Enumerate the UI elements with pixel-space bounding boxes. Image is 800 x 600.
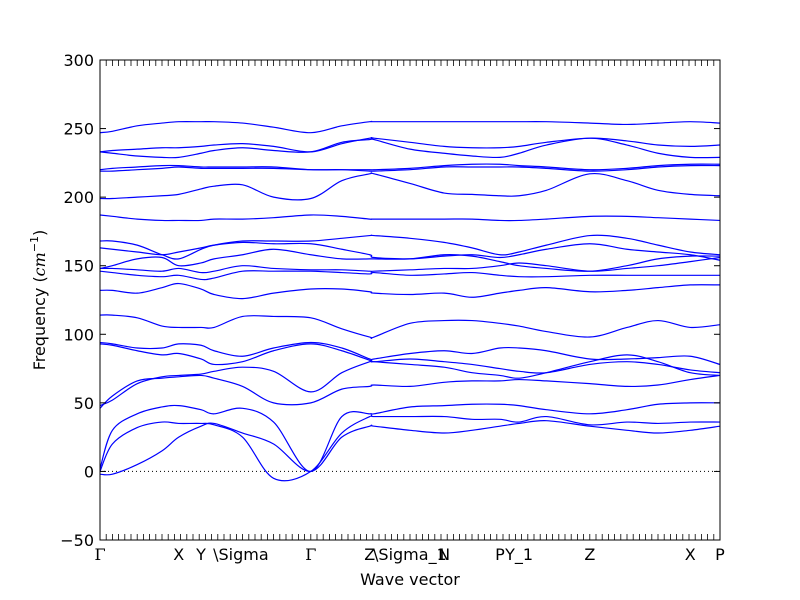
y-tick-label: 200 — [63, 188, 94, 207]
x-tick-label: Y — [195, 545, 206, 564]
phonon-band-3 — [100, 402, 720, 473]
phonon-band-14 — [100, 234, 720, 260]
phonon-band-2 — [100, 414, 720, 482]
y-axis-title-prefix: Frequency ( — [30, 276, 49, 370]
plot-area — [100, 120, 720, 482]
y-axis-title-exponent: −1 — [28, 236, 41, 252]
phonon-band-13 — [100, 241, 720, 261]
phonon-band-20 — [100, 136, 720, 153]
x-tick-label: X — [685, 545, 696, 564]
phonon-band-21 — [100, 120, 720, 134]
phonon-band-6 — [100, 343, 720, 374]
x-tick-label: Y_1 — [504, 545, 533, 565]
phonon-band-7 — [100, 341, 720, 366]
phonon-band-16 — [100, 172, 720, 201]
phonon-band-8 — [100, 314, 720, 339]
x-tick-label: Z — [584, 545, 595, 564]
y-tick-label: 150 — [63, 257, 94, 276]
phonon-band-18 — [100, 163, 720, 171]
phonon-band-15 — [100, 214, 720, 222]
y-axis-title: Frequency (cm−1) — [28, 230, 49, 371]
y-tick-label: 100 — [63, 325, 94, 344]
x-tick-label: \Sigma — [213, 545, 269, 564]
phonon-band-1 — [100, 420, 720, 476]
y-tick-label: 0 — [84, 462, 94, 481]
x-tick-label: P — [495, 545, 505, 564]
x-tick-label: Z — [364, 545, 375, 564]
y-tick-label: −50 — [60, 531, 94, 550]
x-tick-label: Γ — [305, 545, 316, 564]
y-axis-title-unit: cm — [30, 252, 49, 276]
phonon-band-9 — [100, 282, 720, 300]
phonon-band-10 — [100, 270, 720, 281]
y-tick-label: 250 — [63, 120, 94, 139]
y-axis-title-suffix: ) — [30, 230, 49, 236]
axes-frame — [99, 59, 721, 541]
x-tick-label: P — [715, 545, 725, 564]
phonon-band-17 — [100, 164, 720, 172]
x-tick-label: X — [173, 545, 184, 564]
x-tick-label: \Sigma_1 — [373, 545, 447, 565]
y-tick-label: 50 — [74, 394, 94, 413]
y-tick-label: 300 — [63, 51, 94, 70]
phonon-band-12 — [100, 248, 720, 272]
x-tick-label: N — [438, 545, 450, 564]
x-tick-label: Γ — [94, 545, 105, 564]
phonon-band-4 — [100, 374, 720, 409]
x-axis-title: Wave vector — [360, 570, 460, 589]
